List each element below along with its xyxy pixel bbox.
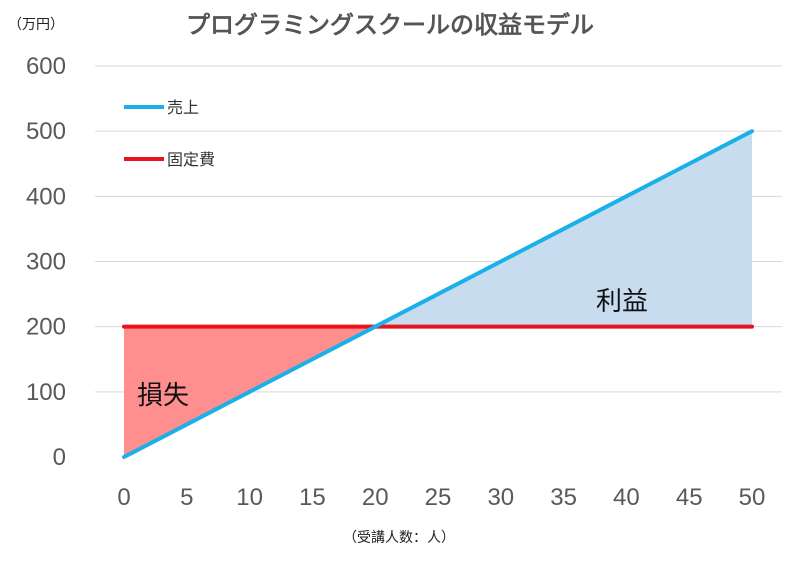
x-tick-label: 10 xyxy=(236,484,263,511)
y-tick-label: 500 xyxy=(26,118,66,145)
y-tick-label: 600 xyxy=(26,53,66,80)
y-tick-label: 400 xyxy=(26,183,66,210)
x-tick-label: 30 xyxy=(487,484,514,511)
x-axis-label: （受講人数：人） xyxy=(343,530,455,546)
legend-label: 固定費 xyxy=(167,150,215,169)
x-tick-labels: 0 5 10 15 20 25 30 35 40 45 50 xyxy=(117,484,765,511)
x-tick-label: 5 xyxy=(180,484,193,511)
x-tick-label: 35 xyxy=(550,484,577,511)
y-unit-label: （万円） xyxy=(8,17,64,33)
x-tick-label: 25 xyxy=(425,484,452,511)
x-tick-label: 40 xyxy=(613,484,640,511)
y-tick-label: 100 xyxy=(26,379,66,406)
x-tick-label: 20 xyxy=(362,484,389,511)
region-label-profit: 利益 xyxy=(596,287,648,317)
x-tick-label: 45 xyxy=(676,484,703,511)
series-lines xyxy=(122,129,754,459)
x-tick-label: 50 xyxy=(739,484,766,511)
series-line-sales xyxy=(122,129,754,459)
y-tick-label: 300 xyxy=(26,249,66,276)
x-tick-label: 15 xyxy=(299,484,326,511)
y-tick-label: 0 xyxy=(53,444,66,471)
y-tick-labels: 0 100 200 300 400 500 600 xyxy=(26,53,66,471)
chart-title: プログラミングスクールの収益モデル xyxy=(186,11,594,39)
region-label-loss: 損失 xyxy=(137,381,189,411)
x-tick-label: 0 xyxy=(117,484,130,511)
y-tick-label: 200 xyxy=(26,314,66,341)
legend-label: 売上 xyxy=(167,98,199,117)
region-labels: 損失 利益 xyxy=(137,287,648,411)
